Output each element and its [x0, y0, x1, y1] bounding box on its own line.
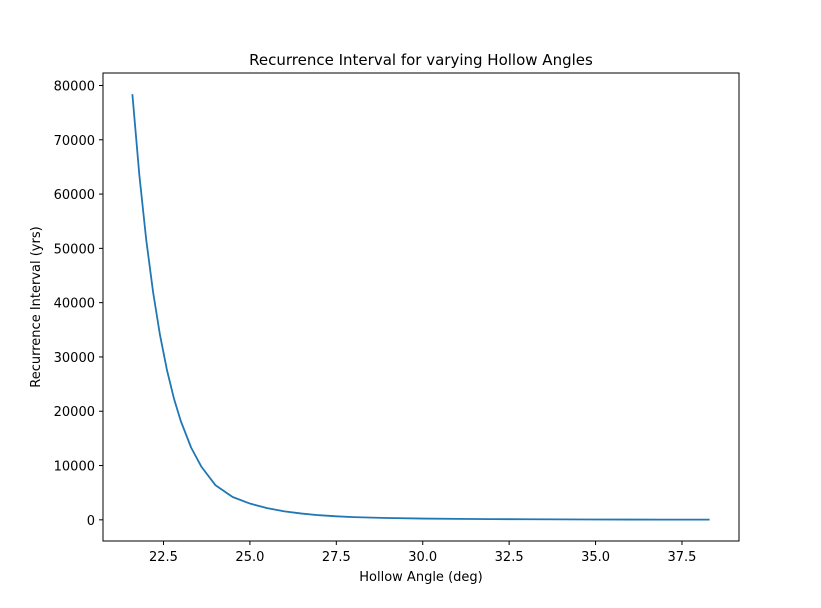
y-tick-label: 70000 — [54, 134, 95, 149]
y-tick-label: 10000 — [54, 460, 95, 475]
plot-frame — [102, 72, 740, 542]
y-tick-label: 80000 — [54, 79, 95, 94]
y-axis-ticks: 0 10000 20000 30000 40000 50000 60000 70000 8000… — [54, 79, 103, 529]
x-tick-label: 25.0 — [235, 550, 264, 565]
x-axis-ticks: 22.5 25.0 27.5 30.0 32.5 35.0 37.5 — [149, 541, 696, 565]
y-axis-label: Recurrence Interval (yrs) — [29, 226, 44, 387]
y-tick-label: 20000 — [54, 405, 95, 420]
y-tick-label: 60000 — [54, 188, 95, 203]
x-tick-label: 37.5 — [667, 550, 696, 565]
x-tick-label: 27.5 — [322, 550, 351, 565]
chart-title: Recurrence Interval for varying Hollow A… — [249, 51, 593, 69]
x-tick-label: 30.0 — [408, 550, 437, 565]
y-tick-label: 40000 — [54, 297, 95, 312]
x-tick-label: 22.5 — [149, 550, 178, 565]
y-tick-label: 30000 — [54, 351, 95, 366]
y-tick-label: 0 — [87, 514, 95, 529]
series-line — [131, 94, 710, 521]
x-tick-label: 35.0 — [581, 550, 610, 565]
plot-area — [131, 94, 710, 521]
x-axis-label: Hollow Angle (deg) — [359, 570, 482, 585]
y-tick-label: 50000 — [54, 242, 95, 257]
x-tick-label: 32.5 — [495, 550, 524, 565]
